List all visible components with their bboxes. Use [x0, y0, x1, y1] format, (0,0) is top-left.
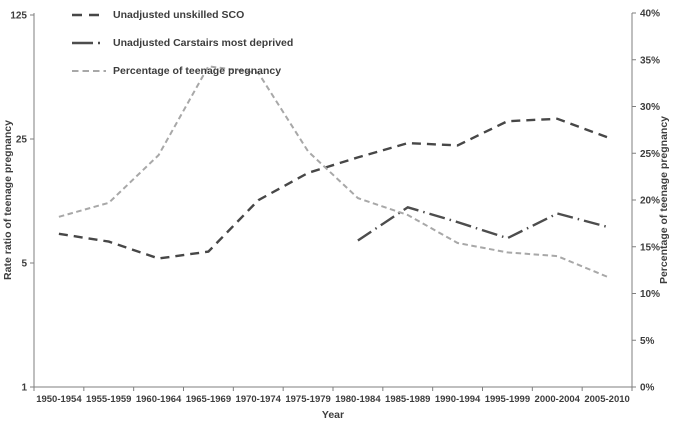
- x-axis-category-label: 1985-1989: [385, 394, 430, 405]
- right-axis-tick-label: 25%: [640, 149, 660, 160]
- legend-label: Unadjusted Carstairs most deprived: [113, 37, 294, 49]
- legend-item-carstairs[interactable]: Unadjusted Carstairs most deprived: [72, 29, 293, 57]
- dash-line-icon: [72, 13, 106, 17]
- right-axis-tick-label: 15%: [640, 242, 660, 253]
- x-axis-category-label: 1975-1979: [285, 394, 330, 405]
- left-axis-title: Rate ratio of teenage pregnancy: [2, 120, 14, 280]
- right-axis-tick-label: 10%: [640, 289, 660, 300]
- x-axis-category-label: 1965-1969: [186, 394, 231, 405]
- right-axis-tick-label: 40%: [640, 9, 660, 20]
- x-axis-category-label: 1995-1999: [485, 394, 530, 405]
- left-axis-tick-label: 1: [21, 383, 27, 394]
- x-axis-category-label: 2005-2010: [584, 394, 629, 405]
- series-line-1: [357, 205, 608, 242]
- x-axis-category-label: 2000-2004: [535, 394, 581, 405]
- right-axis-tick-label: 20%: [640, 196, 660, 207]
- x-axis-category-label: 1960-1964: [136, 394, 182, 405]
- legend-item-percentage[interactable]: Percentage of teenage pregnancy: [72, 57, 293, 85]
- short-dash-line-icon: [72, 70, 106, 72]
- left-axis-tick-label: 125: [10, 11, 27, 22]
- right-axis-tick-label: 35%: [640, 55, 660, 66]
- right-axis-tick-label: 0%: [640, 383, 655, 394]
- long-dash-dot-line-icon: [72, 41, 106, 45]
- legend-item-unskilled-sco[interactable]: Unadjusted unskilled SCO: [72, 1, 293, 29]
- left-axis-tick-label: 25: [16, 135, 28, 146]
- series-line-0: [58, 117, 608, 260]
- x-axis-category-label: 1950-1954: [36, 394, 82, 405]
- x-axis-category-label: 1970-1974: [236, 394, 282, 405]
- x-axis-category-label: 1990-1994: [435, 394, 481, 405]
- right-axis-tick-label: 5%: [640, 336, 655, 347]
- x-axis-category-label: 1980-1984: [335, 394, 381, 405]
- left-axis-tick-label: 5: [21, 259, 27, 270]
- x-axis-title: Year: [321, 409, 345, 421]
- series-line-2: [58, 65, 608, 278]
- chart-legend: Unadjusted unskilled SCO Unadjusted Cars…: [72, 1, 293, 85]
- right-axis-title: Percentage of teenage pregnancy: [658, 115, 670, 285]
- legend-label: Percentage of teenage pregnancy: [113, 65, 282, 77]
- right-axis-tick-label: 30%: [640, 102, 660, 113]
- legend-label: Unadjusted unskilled SCO: [113, 9, 245, 21]
- x-axis-category-label: 1955-1959: [86, 394, 131, 405]
